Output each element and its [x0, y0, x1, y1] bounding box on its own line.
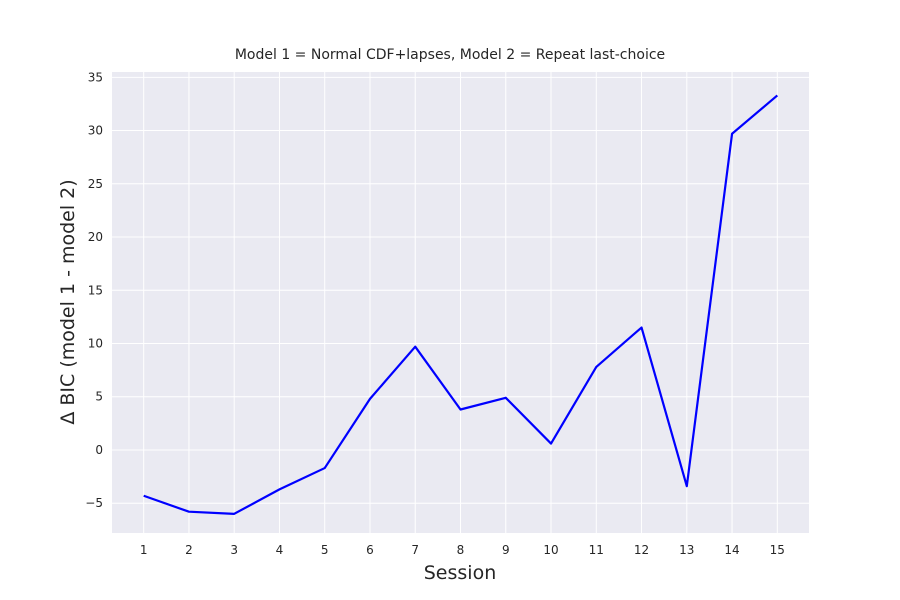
y-tick-label: −5 [85, 496, 103, 510]
y-axis-label: Δ BIC (model 1 - model 2) [57, 179, 79, 424]
chart-title: Model 1 = Normal CDF+lapses, Model 2 = R… [235, 47, 665, 63]
y-tick-label: 35 [88, 70, 103, 84]
y-tick-label: 15 [88, 283, 103, 297]
x-tick-label: 15 [770, 543, 785, 557]
x-tick-label: 12 [634, 543, 649, 557]
x-tick-label: 11 [589, 543, 604, 557]
y-tick-label: 10 [88, 336, 103, 350]
x-tick-label: 1 [140, 543, 148, 557]
y-tick-label: 25 [88, 177, 103, 191]
x-tick-label: 14 [724, 543, 739, 557]
x-tick-label: 3 [230, 543, 238, 557]
x-tick-label: 5 [321, 543, 329, 557]
x-tick-label: 2 [185, 543, 193, 557]
x-tick-label: 10 [543, 543, 558, 557]
x-axis-label: Session [424, 562, 497, 584]
y-tick-label: 20 [88, 230, 103, 244]
y-tick-label: 0 [95, 443, 103, 457]
grid-lines [112, 72, 809, 533]
series-line-1 [143, 94, 779, 515]
x-tick-label: 8 [457, 543, 465, 557]
x-tick-label: 4 [276, 543, 284, 557]
x-tick-label: 13 [679, 543, 694, 557]
y-tick-label: 30 [88, 124, 103, 138]
x-tick-label: 7 [411, 543, 419, 557]
x-tick-label: 9 [502, 543, 510, 557]
y-tick-labels: −5 0 5 10 15 20 25 30 35 [85, 70, 103, 510]
x-tick-labels: 1 2 3 4 5 6 7 8 9 10 11 12 13 14 15 [140, 543, 785, 557]
series-layer [143, 94, 779, 515]
y-tick-label: 5 [95, 390, 103, 404]
x-tick-label: 6 [366, 543, 374, 557]
